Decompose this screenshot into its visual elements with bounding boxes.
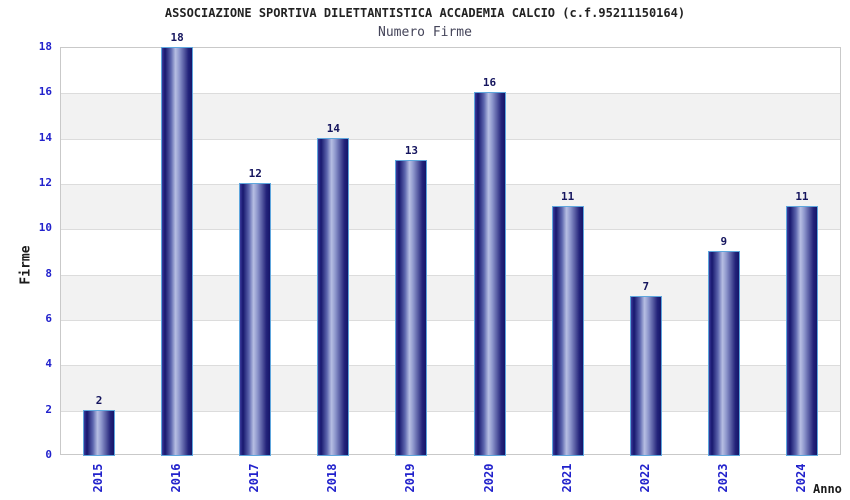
- bar-2020: [473, 92, 506, 456]
- bar-value-label: 11: [561, 189, 575, 203]
- x-tick-label-2022: 2022: [637, 463, 652, 493]
- bar-value-label: 14: [326, 121, 340, 135]
- x-tick-label-2023: 2023: [715, 463, 730, 493]
- chart-subtitle: Numero Firme: [378, 25, 472, 40]
- y-tick-label: 6: [45, 312, 52, 325]
- plot-band: [61, 319, 840, 365]
- x-tick-label-2021: 2021: [559, 463, 574, 493]
- y-tick-label: 0: [45, 448, 52, 461]
- bar-2017: [239, 183, 272, 456]
- chart-title: ASSOCIAZIONE SPORTIVA DILETTANTISTICA AC…: [164, 6, 686, 20]
- plot-band: [61, 229, 840, 274]
- y-tick-label: 16: [38, 85, 52, 99]
- bar-2018: [317, 137, 350, 456]
- bar-2019: [395, 160, 428, 456]
- bar-value-label: 16: [482, 76, 497, 90]
- y-tick-label: 12: [38, 176, 52, 189]
- y-tick-label: 18: [38, 40, 52, 53]
- y-tick-label: 4: [45, 357, 52, 371]
- x-tick-label-2018: 2018: [325, 463, 340, 493]
- plot-band: [61, 410, 840, 456]
- x-tick-label-2017: 2017: [247, 463, 262, 493]
- bar-2016: [161, 47, 194, 456]
- x-tick-label-2016: 2016: [169, 463, 184, 493]
- bar-2023: [707, 251, 740, 456]
- y-tick-label: 14: [38, 130, 52, 144]
- bar-2024: [785, 205, 818, 456]
- bar-value-label: 18: [170, 31, 184, 44]
- bar-2015: [83, 409, 116, 456]
- y-tick-label: 2: [45, 402, 52, 416]
- x-tick-label-2019: 2019: [403, 463, 418, 493]
- bar-value-label: 13: [404, 144, 419, 158]
- x-axis-title: Anno: [813, 482, 842, 496]
- bar-2021: [551, 205, 584, 456]
- bar-value-label: 2: [95, 393, 103, 407]
- x-tick-label-2020: 2020: [481, 463, 496, 493]
- bar-value-label: 9: [720, 235, 728, 248]
- bar-2022: [629, 296, 662, 456]
- y-tick-label: 8: [45, 266, 52, 280]
- y-tick-label: 10: [38, 221, 52, 235]
- bar-value-label: 12: [248, 167, 262, 180]
- bar-value-label: 7: [642, 280, 650, 294]
- bar-value-label: 11: [795, 189, 809, 203]
- x-tick-label-2024: 2024: [793, 463, 808, 493]
- x-tick-label-2015: 2015: [91, 463, 106, 493]
- plot-band: [61, 138, 840, 184]
